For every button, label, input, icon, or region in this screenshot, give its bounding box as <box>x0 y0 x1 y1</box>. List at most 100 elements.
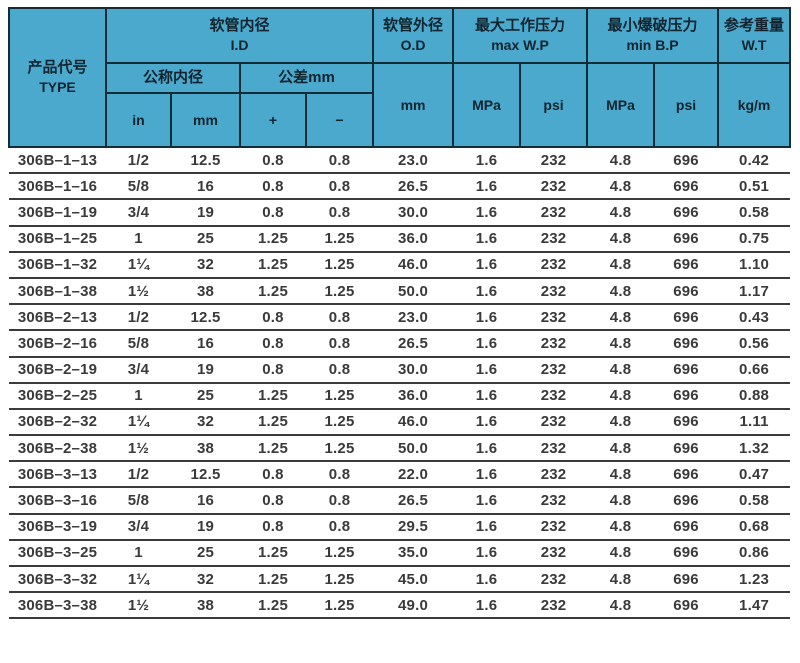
cell-plus: 1.25 <box>240 251 306 279</box>
cell-od-mm: 35.0 <box>373 539 454 568</box>
cell-in: 5/8 <box>106 173 171 201</box>
cell-in: 1½ <box>106 592 171 620</box>
header-od-unit-mm: mm <box>372 62 455 148</box>
table-row: 306B–1–16 5/8 16 0.8 0.8 26.5 1.6 232 4.8 696 0.51 <box>9 173 791 201</box>
cell-minus: 0.8 <box>306 147 374 175</box>
cell-kg-per-m: 0.42 <box>718 147 791 175</box>
cell-wp-mpa: 1.6 <box>453 277 521 306</box>
cell-bp-mpa: 4.8 <box>587 539 655 568</box>
cell-type: 306B–1–16 <box>9 173 106 201</box>
cell-wp-psi: 232 <box>520 461 588 489</box>
table-row: 306B–2–38 1½ 38 1.25 1.25 50.0 1.6 232 4.8 696 1.3… <box>9 435 791 463</box>
cell-plus: 0.8 <box>240 513 306 541</box>
cell-wp-psi: 232 <box>520 173 588 201</box>
cell-bp-psi: 696 <box>654 566 719 594</box>
cell-kg-per-m: 0.75 <box>718 225 791 253</box>
header-outer-diameter-en: O.D <box>400 37 426 54</box>
cell-kg-per-m: 0.51 <box>718 173 791 201</box>
cell-wp-psi: 232 <box>520 539 588 568</box>
table-row: 306B–1–13 1/2 12.5 0.8 0.8 23.0 1.6 232 4.8 696 0.… <box>9 147 791 175</box>
cell-wp-mpa: 1.6 <box>453 539 521 568</box>
cell-kg-per-m: 0.58 <box>718 199 791 227</box>
table-body: 306B–1–13 1/2 12.5 0.8 0.8 23.0 1.6 232 4.8 696 0.… <box>9 147 791 620</box>
cell-minus: 0.8 <box>306 199 374 227</box>
cell-minus: 1.25 <box>306 435 374 463</box>
cell-od-mm: 26.5 <box>373 330 454 358</box>
header-outer-diameter: 软管外径 O.D <box>372 7 455 64</box>
cell-type: 306B–2–13 <box>9 304 106 332</box>
cell-type: 306B–3–13 <box>9 461 106 489</box>
cell-bp-mpa: 4.8 <box>587 304 655 332</box>
cell-bp-psi: 696 <box>654 173 719 201</box>
cell-minus: 1.25 <box>306 382 374 410</box>
cell-od-mm: 45.0 <box>373 566 454 594</box>
cell-od-mm: 36.0 <box>373 382 454 410</box>
cell-od-mm: 26.5 <box>373 173 454 201</box>
cell-wp-psi: 232 <box>520 382 588 410</box>
cell-wp-mpa: 1.6 <box>453 199 521 227</box>
header-inner-diameter-en: I.D <box>230 37 249 54</box>
header-tolerance-plus: + <box>239 92 307 148</box>
cell-bp-mpa: 4.8 <box>587 277 655 306</box>
cell-in: 1/2 <box>106 461 171 489</box>
cell-bp-mpa: 4.8 <box>587 408 655 437</box>
header-wp-unit-mpa: MPa <box>452 62 522 148</box>
cell-bp-mpa: 4.8 <box>587 382 655 410</box>
header-min-burst-pressure-zh: 最小爆破压力 <box>607 16 698 34</box>
cell-type: 306B–1–32 <box>9 251 106 279</box>
cell-mm: 25 <box>171 382 240 410</box>
cell-kg-per-m: 1.11 <box>718 408 791 437</box>
cell-minus: 0.8 <box>306 487 374 515</box>
table-row: 306B–1–19 3/4 19 0.8 0.8 30.0 1.6 232 4.8 696 0.58 <box>9 199 791 227</box>
cell-wp-psi: 232 <box>520 304 588 332</box>
cell-wp-mpa: 1.6 <box>453 304 521 332</box>
cell-in: 3/4 <box>106 199 171 227</box>
table-row: 306B–1–32 1¼ 32 1.25 1.25 46.0 1.6 232 4.8 696 1.1… <box>9 251 791 279</box>
cell-type: 306B–1–38 <box>9 277 106 306</box>
cell-mm: 19 <box>171 513 240 541</box>
cell-plus: 1.25 <box>240 225 306 253</box>
cell-mm: 38 <box>171 277 240 306</box>
cell-in: 1½ <box>106 277 171 306</box>
cell-type: 306B–2–25 <box>9 382 106 410</box>
cell-wp-psi: 232 <box>520 592 588 620</box>
cell-kg-per-m: 1.23 <box>718 566 791 594</box>
cell-wp-psi: 232 <box>520 435 588 463</box>
cell-bp-psi: 696 <box>654 251 719 279</box>
cell-in: 1¼ <box>106 566 171 594</box>
cell-bp-psi: 696 <box>654 304 719 332</box>
cell-mm: 12.5 <box>171 461 240 489</box>
cell-minus: 0.8 <box>306 330 374 358</box>
cell-od-mm: 23.0 <box>373 304 454 332</box>
cell-bp-psi: 696 <box>654 382 719 410</box>
cell-kg-per-m: 0.47 <box>718 461 791 489</box>
cell-plus: 0.8 <box>240 147 306 175</box>
cell-in: 1/2 <box>106 147 171 175</box>
cell-in: 1½ <box>106 435 171 463</box>
header-max-working-pressure-zh: 最大工作压力 <box>475 16 566 34</box>
cell-bp-mpa: 4.8 <box>587 225 655 253</box>
cell-od-mm: 30.0 <box>373 356 454 384</box>
cell-kg-per-m: 0.56 <box>718 330 791 358</box>
cell-od-mm: 50.0 <box>373 435 454 463</box>
cell-kg-per-m: 0.58 <box>718 487 791 515</box>
cell-kg-per-m: 0.68 <box>718 513 791 541</box>
cell-wp-mpa: 1.6 <box>453 513 521 541</box>
cell-bp-psi: 696 <box>654 461 719 489</box>
cell-od-mm: 30.0 <box>373 199 454 227</box>
cell-mm: 25 <box>171 225 240 253</box>
cell-bp-mpa: 4.8 <box>587 566 655 594</box>
cell-bp-psi: 696 <box>654 199 719 227</box>
cell-wp-psi: 232 <box>520 356 588 384</box>
cell-mm: 32 <box>171 408 240 437</box>
cell-plus: 1.25 <box>240 539 306 568</box>
header-max-working-pressure: 最大工作压力 max W.P <box>452 7 589 64</box>
cell-minus: 1.25 <box>306 277 374 306</box>
table-row: 306B–2–16 5/8 16 0.8 0.8 26.5 1.6 232 4.8 696 0.56 <box>9 330 791 358</box>
cell-wp-mpa: 1.6 <box>453 225 521 253</box>
cell-mm: 16 <box>171 330 240 358</box>
table-row: 306B–3–16 5/8 16 0.8 0.8 26.5 1.6 232 4.8 696 0.58 <box>9 487 791 515</box>
cell-od-mm: 26.5 <box>373 487 454 515</box>
table-row: 306B–2–13 1/2 12.5 0.8 0.8 23.0 1.6 232 4.8 696 0.… <box>9 304 791 332</box>
cell-in: 5/8 <box>106 330 171 358</box>
